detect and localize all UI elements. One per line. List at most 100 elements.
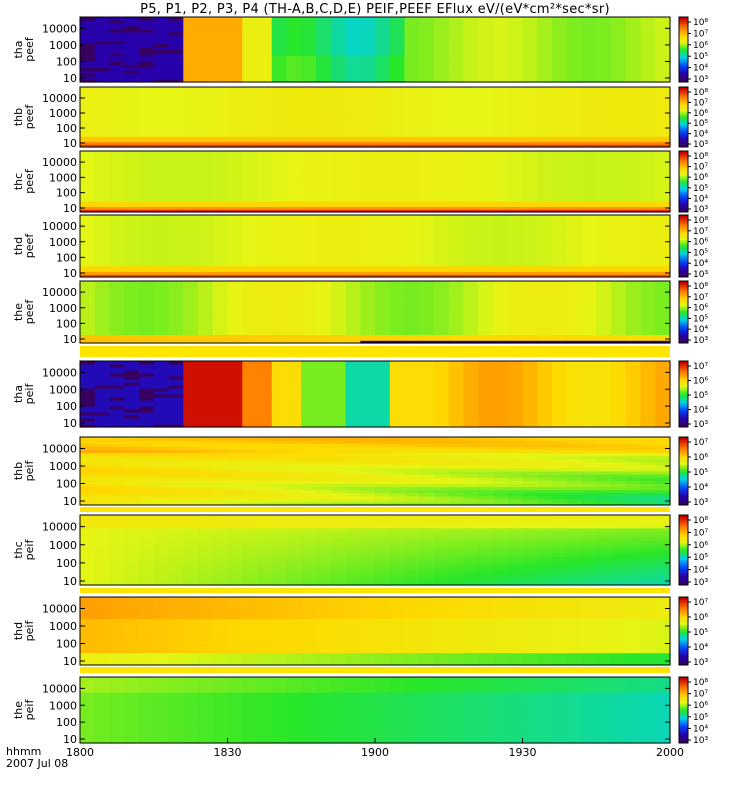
heatmap-cell: [227, 103, 243, 107]
heatmap-cell: [271, 220, 288, 224]
heatmap-cell: [655, 292, 671, 296]
heatmap-cell: [168, 95, 184, 99]
heatmap-cell: [434, 89, 450, 93]
heatmap-cell: [109, 20, 125, 24]
heatmap-cell: [212, 52, 229, 57]
heatmap-cell: [257, 122, 273, 126]
heatmap-cell: [316, 61, 332, 65]
heatmap-cell: [478, 79, 494, 83]
heatmap-cell: [124, 95, 140, 99]
heatmap-cell: [80, 159, 96, 163]
heatmap-cell: [419, 64, 435, 68]
heatmap-cell: [507, 119, 524, 123]
heatmap-cell: [581, 320, 597, 324]
heatmap-cell: [389, 95, 406, 99]
heatmap-cell: [625, 281, 642, 285]
heatmap-cell: [242, 248, 258, 253]
heatmap-cell: [640, 240, 656, 244]
heatmap-cell: [522, 184, 538, 188]
heatmap-cell: [655, 89, 671, 93]
heatmap-cell: [345, 22, 361, 27]
heatmap-cell: [109, 240, 125, 244]
heatmap-cell: [80, 136, 96, 140]
heatmap-cell: [389, 79, 406, 83]
heatmap-cell: [330, 151, 347, 155]
heatmap-cell: [198, 246, 214, 250]
heatmap-cell: [507, 117, 524, 121]
heatmap-cell: [271, 260, 288, 264]
heatmap-cell: [596, 240, 612, 244]
heatmap-cell: [360, 55, 376, 59]
heatmap-cell: [257, 251, 273, 255]
heatmap-cell: [596, 217, 612, 222]
heatmap-cell: [522, 108, 538, 113]
heatmap-cell: [434, 64, 450, 68]
heatmap-cell: [286, 25, 302, 30]
heatmap-cell: [463, 67, 479, 71]
heatmap-cell: [301, 58, 317, 62]
heatmap-cell: [596, 274, 612, 278]
heatmap-cell: [448, 231, 465, 236]
heatmap-cell: [625, 231, 642, 236]
heatmap-cell: [345, 141, 361, 145]
heatmap-cell: [227, 189, 243, 194]
heatmap-cell: [360, 323, 376, 327]
heatmap-cell: [257, 361, 273, 365]
heatmap-cell: [478, 254, 494, 258]
heatmap-cell: [507, 265, 524, 270]
heatmap-cell: [463, 229, 479, 233]
heatmap-cell: [94, 67, 111, 71]
heatmap-cell: [330, 243, 347, 247]
colorbar-segment: [679, 283, 688, 286]
heatmap-cell: [566, 209, 583, 213]
heatmap-cell: [198, 64, 214, 68]
heatmap-cell: [124, 262, 140, 267]
heatmap-cell: [124, 243, 140, 247]
heatmap-cell: [80, 176, 96, 180]
heatmap-cell: [198, 151, 214, 155]
heatmap-cell: [625, 31, 642, 36]
heatmap-cell: [389, 248, 406, 253]
heatmap-cell: [212, 323, 229, 327]
heatmap-cell: [537, 198, 553, 202]
heatmap-cell: [139, 289, 155, 293]
heatmap-cell: [566, 173, 583, 177]
heatmap-cell: [655, 106, 671, 110]
heatmap-cell: [212, 265, 229, 270]
heatmap-cell: [419, 317, 435, 321]
heatmap-cell: [227, 43, 243, 48]
heatmap-cell: [507, 55, 524, 59]
heatmap-cell: [94, 61, 111, 65]
colorbar-segment: [679, 266, 688, 270]
heatmap-cell: [94, 334, 111, 338]
heatmap-cell: [257, 334, 273, 338]
heatmap-cell: [109, 306, 125, 310]
heatmap-cell: [271, 173, 288, 177]
heatmap-cell: [124, 167, 140, 171]
heatmap-cell: [139, 106, 155, 110]
heatmap-cell: [80, 70, 96, 74]
heatmap-cell: [198, 17, 214, 21]
heatmap-cell: [139, 406, 155, 410]
heatmap-cell: [168, 127, 184, 132]
heatmap-cell: [168, 87, 184, 91]
heatmap-cell: [316, 248, 332, 253]
heatmap-cell: [212, 271, 229, 275]
heatmap-cell: [448, 144, 465, 148]
heatmap-cell: [655, 61, 671, 65]
heatmap-cell: [183, 394, 199, 398]
heatmap-cell: [537, 28, 553, 33]
heatmap-cell: [463, 136, 479, 140]
heatmap-cell: [611, 300, 627, 305]
heatmap-cell: [389, 206, 406, 210]
heatmap-cell: [625, 286, 642, 290]
heatmap-cell: [611, 133, 627, 137]
heatmap-cell: [316, 317, 332, 321]
heatmap-cell: [566, 64, 583, 68]
heatmap-cell: [94, 189, 111, 194]
heatmap-cell: [198, 170, 214, 174]
heatmap-cell: [640, 274, 656, 278]
heatmap-cell: [316, 334, 332, 338]
heatmap-cell: [434, 159, 450, 163]
